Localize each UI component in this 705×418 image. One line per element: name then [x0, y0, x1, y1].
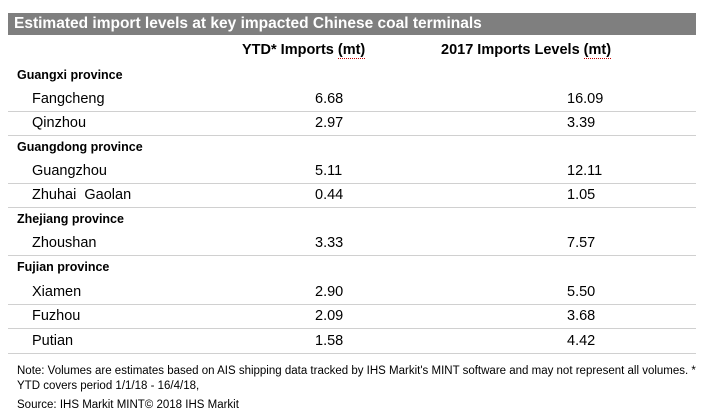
ytd-value: 0.44: [315, 187, 344, 203]
ytd-value: 6.68: [315, 91, 344, 107]
source-line: Source: IHS Markit MINT© 2018 IHS Markit: [17, 399, 239, 411]
terminal-name: Fuzhou: [32, 308, 81, 324]
ytd-value: 2.09: [315, 308, 344, 324]
terminal-name: Zhoushan: [32, 235, 97, 251]
row-divider: [8, 304, 696, 305]
imports-2017-value: 12.11: [567, 163, 603, 179]
imports-2017-value: 4.42: [567, 333, 596, 349]
table-row: Putian 1.58 4.42: [8, 330, 696, 354]
table-row: Guangzhou 5.11 12.11: [8, 160, 696, 184]
region-heading: Guangdong province: [17, 140, 143, 154]
terminal-name: Putian: [32, 333, 74, 349]
table-row: Fangcheng 6.68 16.09: [8, 88, 696, 112]
terminal-name: Fangcheng: [32, 91, 105, 107]
column-header-ytd-label: YTD* Imports: [242, 42, 334, 58]
ytd-value: 2.90: [315, 284, 344, 300]
row-divider: [8, 255, 696, 256]
column-header-2017: 2017 Imports Levels (mt): [441, 42, 612, 59]
ytd-value: 3.33: [315, 235, 344, 251]
column-header-2017-label: 2017 Imports Levels: [441, 42, 580, 58]
ytd-value: 2.97: [315, 115, 344, 131]
imports-2017-value: 16.09: [567, 91, 604, 107]
terminal-name: Zhuhai Gaolan: [32, 187, 132, 203]
column-header-ytd-unit: (mt): [337, 42, 366, 59]
table-row: Zhoushan 3.33 7.57: [8, 232, 696, 256]
table-title: Estimated import levels at key impacted …: [8, 13, 696, 35]
row-divider: [8, 135, 696, 136]
terminal-name: Qinzhou: [32, 115, 87, 131]
table-row: Zhuhai Gaolan 0.44 1.05: [8, 184, 696, 208]
region-heading: Fujian province: [17, 260, 110, 274]
table-row: Fuzhou 2.09 3.68: [8, 305, 696, 329]
row-divider: [8, 353, 696, 354]
row-divider: [8, 111, 696, 112]
region-heading: Zhejiang province: [17, 212, 124, 226]
ytd-value: 1.58: [315, 333, 344, 349]
footnote: Note: Volumes are estimates based on AIS…: [17, 365, 696, 392]
row-divider: [8, 183, 696, 184]
imports-2017-value: 3.39: [567, 115, 596, 131]
column-header-ytd: YTD* Imports (mt): [242, 42, 366, 59]
ytd-value: 5.11: [315, 163, 343, 179]
column-header-2017-unit: (mt): [583, 42, 612, 59]
terminal-name: Xiamen: [32, 284, 82, 300]
row-divider: [8, 207, 696, 208]
terminal-name: Guangzhou: [32, 163, 107, 179]
region-heading: Guangxi province: [17, 68, 123, 82]
imports-2017-value: 1.05: [567, 187, 596, 203]
table-row: Xiamen 2.90 5.50: [8, 281, 696, 305]
table-row: Qinzhou 2.97 3.39: [8, 112, 696, 136]
imports-2017-value: 5.50: [567, 284, 596, 300]
imports-2017-value: 3.68: [567, 308, 596, 324]
row-divider: [8, 328, 696, 329]
imports-2017-value: 7.57: [567, 235, 596, 251]
